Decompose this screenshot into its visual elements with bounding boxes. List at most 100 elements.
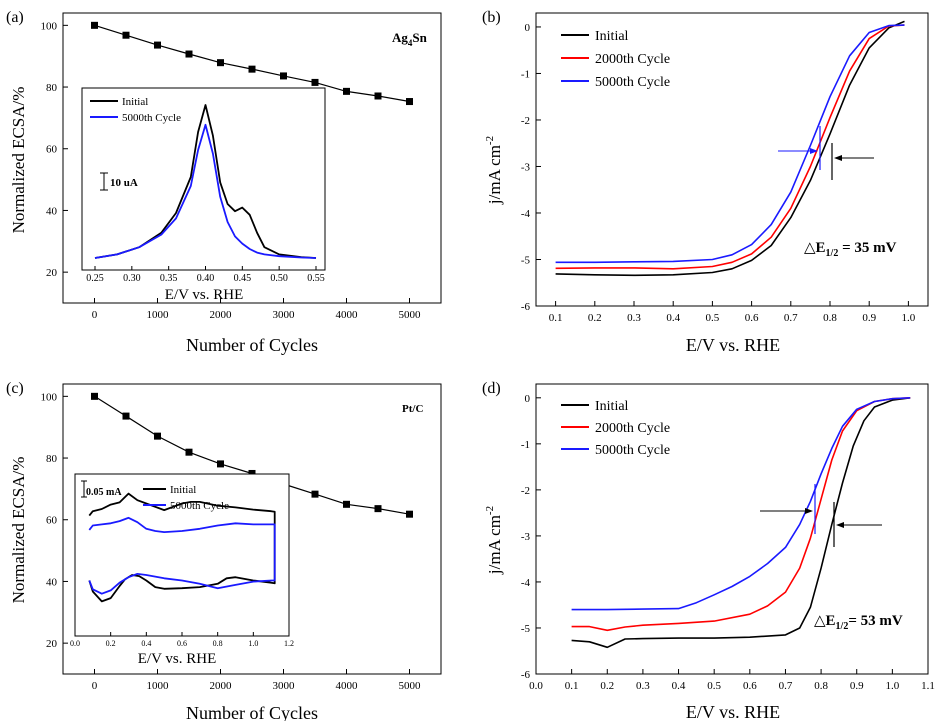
panel-a-label: (a) bbox=[6, 9, 24, 26]
inset-x-tick-label: 0.0 bbox=[70, 639, 80, 648]
inset-x-tick-label: 0.6 bbox=[177, 639, 187, 648]
inset-x-tick-label: 0.4 bbox=[141, 639, 151, 648]
y-tick-label: 0 bbox=[525, 393, 531, 405]
y-tick-label: 20 bbox=[46, 267, 58, 279]
panel-a: (a) Ag4Sn Normalized ECSA/% Number of Cy… bbox=[6, 9, 442, 355]
lsv-line-5000th-cycle bbox=[555, 24, 905, 264]
panel-a-inset-scale-label: 10 uA bbox=[110, 177, 138, 189]
y-tick-label: 40 bbox=[46, 576, 58, 588]
x-tick-label: 3000 bbox=[273, 680, 296, 692]
inset-x-tick-label: 0.50 bbox=[270, 273, 288, 284]
panel-d-delta-annotation: △E1/2= 53 mV bbox=[814, 613, 903, 632]
x-tick-label: 0.2 bbox=[600, 680, 614, 692]
panel-a-inset-plot: 0.25 0.30 0.35 0.40 0.45 0.50 0.55 bbox=[86, 104, 325, 284]
panel-a-sample-label: Ag4Sn bbox=[392, 30, 428, 48]
panel-b-legend-initial: Initial bbox=[595, 29, 629, 44]
y-tick-label: -4 bbox=[521, 577, 531, 589]
ecsa-point bbox=[343, 87, 350, 95]
inset-x-tick-label: 0.45 bbox=[234, 273, 252, 284]
x-tick-label: 0.9 bbox=[862, 312, 876, 324]
ecsa-point bbox=[374, 92, 382, 100]
x-tick-label: 0.4 bbox=[666, 312, 680, 324]
inset-cv-loop bbox=[88, 516, 276, 595]
ecsa-point bbox=[185, 448, 193, 456]
inset-x-tick-label: 0.55 bbox=[307, 273, 325, 284]
x-tick-label: 0.7 bbox=[779, 680, 793, 692]
y-tick-label: -6 bbox=[521, 669, 531, 681]
x-tick-label: 0.6 bbox=[743, 680, 757, 692]
ecsa-point bbox=[248, 469, 256, 477]
panel-d-label: (d) bbox=[482, 380, 501, 397]
inset-cv-line bbox=[94, 123, 317, 259]
y-tick-label: 60 bbox=[46, 515, 58, 527]
ecsa-point bbox=[185, 50, 193, 58]
y-tick-label: 80 bbox=[46, 453, 58, 465]
ecsa-point bbox=[91, 392, 98, 400]
ecsa-point bbox=[374, 505, 382, 513]
panel-c-inset-scale-label: 0.05 mA bbox=[86, 487, 122, 498]
panel-a-legend-5000: 5000th Cycle bbox=[122, 112, 181, 124]
ecsa-point bbox=[343, 500, 350, 508]
x-tick-label: 0.0 bbox=[529, 680, 543, 692]
inset-x-tick-label: 0.35 bbox=[160, 273, 178, 284]
x-tick-label: 0.6 bbox=[745, 312, 759, 324]
ecsa-point bbox=[154, 41, 161, 49]
x-tick-label: 1.1 bbox=[921, 680, 935, 692]
ecsa-point bbox=[406, 98, 413, 106]
panel-d-ticks: 0.0 0.1 0.2 0.3 0.4 0.5 0.6 0.7 0.8 0.9 1.0 1.1 0 -1 -… bbox=[521, 393, 935, 692]
x-tick-label: 0.8 bbox=[814, 680, 828, 692]
x-tick-label: 2000 bbox=[210, 309, 233, 321]
x-tick-label: 0 bbox=[92, 680, 98, 692]
panel-c-legend-initial: Initial bbox=[170, 484, 196, 496]
inset-x-tick-label: 0.8 bbox=[213, 639, 223, 648]
panel-b-plot bbox=[555, 20, 905, 277]
x-tick-label: 3000 bbox=[273, 309, 296, 321]
panel-a-inset-frame bbox=[81, 87, 326, 271]
lsv-line-initial bbox=[555, 20, 905, 277]
x-tick-label: 4000 bbox=[336, 680, 359, 692]
panel-c-legend-5000: 5000th Cycle bbox=[170, 500, 229, 512]
panel-a-x-axis-label: Number of Cycles bbox=[186, 335, 318, 355]
panel-d-legend-2000: 2000th Cycle bbox=[595, 421, 670, 436]
x-tick-label: 0.7 bbox=[784, 312, 798, 324]
x-tick-label: 4000 bbox=[336, 309, 359, 321]
ecsa-point bbox=[280, 72, 287, 80]
ecsa-point bbox=[122, 412, 130, 420]
panel-b-frame bbox=[535, 12, 929, 307]
ecsa-point bbox=[217, 59, 224, 67]
y-tick-label: 100 bbox=[41, 20, 58, 32]
x-tick-label: 0.5 bbox=[707, 680, 721, 692]
inset-x-tick-label: 0.40 bbox=[197, 273, 215, 284]
y-tick-label: 40 bbox=[46, 205, 58, 217]
panel-c-ticks: 0 1000 2000 3000 4000 5000 20 40 60 80 100 bbox=[41, 391, 422, 692]
panel-a-ticks: 0 1000 2000 3000 4000 5000 20 40 60 80 100 bbox=[41, 20, 422, 321]
panel-b-ticks: 0.1 0.2 0.3 0.4 0.5 0.6 0.7 0.8 0.9 1.0 0 -1 -2 -3 -4 -… bbox=[521, 22, 916, 324]
ecsa-point bbox=[217, 460, 224, 468]
panel-c-frame bbox=[62, 383, 442, 675]
inset-cv-line bbox=[94, 104, 317, 259]
y-tick-label: 0 bbox=[525, 22, 531, 34]
y-tick-label: -2 bbox=[521, 485, 530, 497]
ecsa-point bbox=[91, 21, 98, 29]
panel-d-legend-initial: Initial bbox=[595, 399, 629, 414]
panel-b-label: (b) bbox=[482, 9, 501, 26]
x-tick-label: 0.5 bbox=[706, 312, 720, 324]
panel-c-inset-plot: 0.0 0.2 0.4 0.6 0.8 1.0 1.2 bbox=[70, 492, 294, 648]
panel-d: (d) j/mA cm-2 E/V vs. RHE 0.0 0.1 0.2 0.3 0.… bbox=[482, 380, 935, 721]
x-tick-label: 0.2 bbox=[588, 312, 602, 324]
y-tick-label: 100 bbox=[41, 391, 58, 403]
y-tick-label: -1 bbox=[521, 439, 530, 451]
x-tick-label: 1.0 bbox=[885, 680, 899, 692]
panel-a-frame bbox=[62, 12, 442, 304]
panel-d-y-axis-label: j/mA cm-2 bbox=[484, 506, 504, 575]
panel-a-inset-x-axis-label: E/V vs. RHE bbox=[165, 287, 243, 303]
panel-c-label: (c) bbox=[6, 380, 24, 397]
panel-c-x-axis-label: Number of Cycles bbox=[186, 703, 318, 721]
x-tick-label: 2000 bbox=[210, 680, 233, 692]
x-tick-label: 1.0 bbox=[902, 312, 916, 324]
x-tick-label: 0.9 bbox=[850, 680, 864, 692]
ecsa-point bbox=[154, 432, 161, 440]
panel-b: (b) j/mA cm-2 E/V vs. RHE 0.1 0.2 0.3 0.4 0.… bbox=[482, 9, 929, 355]
panel-c: (c) Pt/C Normalized ECSA/% Number of Cyc… bbox=[6, 380, 442, 721]
